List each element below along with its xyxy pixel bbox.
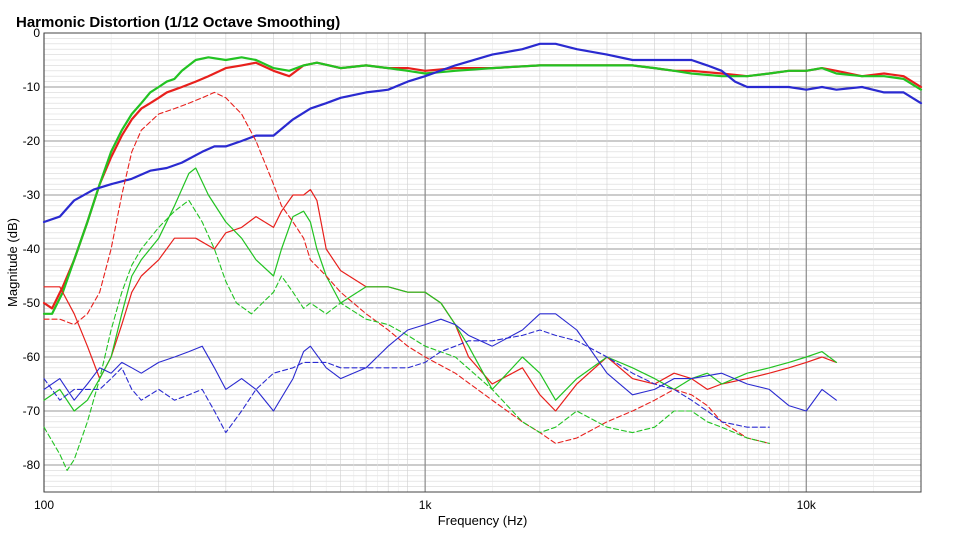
series-line-1 xyxy=(42,61,923,310)
y-tick-label: -10 xyxy=(23,80,41,94)
grid xyxy=(43,32,922,493)
series-line-6 xyxy=(43,91,770,444)
y-tick-label: -20 xyxy=(23,134,41,148)
plot-frame xyxy=(43,32,922,493)
y-tick-label: -40 xyxy=(23,242,41,256)
x-tick-label: 10k xyxy=(797,498,817,512)
y-tick-label: -70 xyxy=(23,404,41,418)
series-line-2 xyxy=(42,56,923,315)
y-tick-label: -60 xyxy=(23,350,41,364)
series-line-8 xyxy=(43,313,837,412)
chart-title: Harmonic Distortion (1/12 Octave Smoothi… xyxy=(16,14,341,31)
tick-labels: 0 -10 -20 -30 -40 -50 -60 -70 -80 100 1k 10k xyxy=(23,26,817,512)
y-tick-label: -80 xyxy=(23,458,41,472)
series-line-3 xyxy=(42,42,923,224)
y-tick-label: 0 xyxy=(33,26,40,40)
series-line-9 xyxy=(43,329,770,434)
series-line-5 xyxy=(43,167,838,412)
series-line-7 xyxy=(43,199,770,471)
series-layer xyxy=(42,42,923,471)
y-axis-label: Magnitude (dB) xyxy=(5,218,20,307)
x-axis-label: Frequency (Hz) xyxy=(438,513,528,528)
x-tick-label: 1k xyxy=(419,498,433,512)
series-line-4 xyxy=(43,189,838,412)
y-tick-label: -30 xyxy=(23,188,41,202)
y-tick-label: -50 xyxy=(23,296,41,310)
x-tick-label: 100 xyxy=(34,498,54,512)
